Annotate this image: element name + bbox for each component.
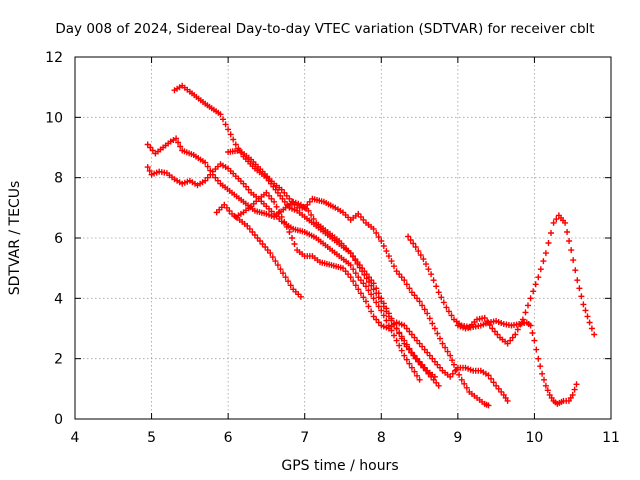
data-marks — [232, 189, 511, 404]
data-series — [144, 82, 598, 409]
x-tick-label: 10 — [526, 430, 544, 446]
x-tick-label: 8 — [377, 430, 386, 446]
data-marks — [144, 135, 438, 380]
x-tick-label: 5 — [147, 430, 156, 446]
x-tick-label: 11 — [602, 430, 620, 446]
x-axis-label: GPS time / hours — [281, 458, 398, 474]
y-tick-label: 6 — [54, 231, 63, 247]
series-track-5 — [232, 189, 511, 404]
series-track-2 — [144, 135, 438, 380]
data-marks — [225, 147, 492, 409]
axis-ticks: 4 5 6 7 8 9 10 11 0 2 4 6 8 10 12 — [45, 50, 620, 446]
series-track-6 — [225, 147, 492, 409]
y-axis-label: SDTVAR / TECUs — [7, 181, 23, 296]
y-tick-label: 12 — [45, 50, 63, 66]
series-track-4 — [213, 201, 304, 300]
x-tick-label: 7 — [300, 430, 309, 446]
series-track-7 — [405, 212, 598, 347]
y-tick-label: 4 — [54, 291, 63, 307]
series-track-8 — [454, 318, 580, 407]
y-tick-label: 8 — [54, 171, 63, 187]
data-marks — [454, 318, 580, 407]
x-tick-label: 9 — [453, 430, 462, 446]
plot-frame — [74, 56, 612, 420]
y-tick-label: 2 — [54, 352, 63, 368]
y-tick-label: 0 — [54, 412, 63, 428]
grid — [75, 57, 611, 419]
chart-title: Day 008 of 2024, Sidereal Day-to-day VTE… — [55, 21, 594, 37]
y-tick-label: 10 — [45, 110, 63, 126]
x-tick-label: 6 — [224, 430, 233, 446]
data-marks — [405, 212, 598, 347]
data-marks — [213, 201, 304, 300]
x-tick-label: 4 — [71, 430, 80, 446]
